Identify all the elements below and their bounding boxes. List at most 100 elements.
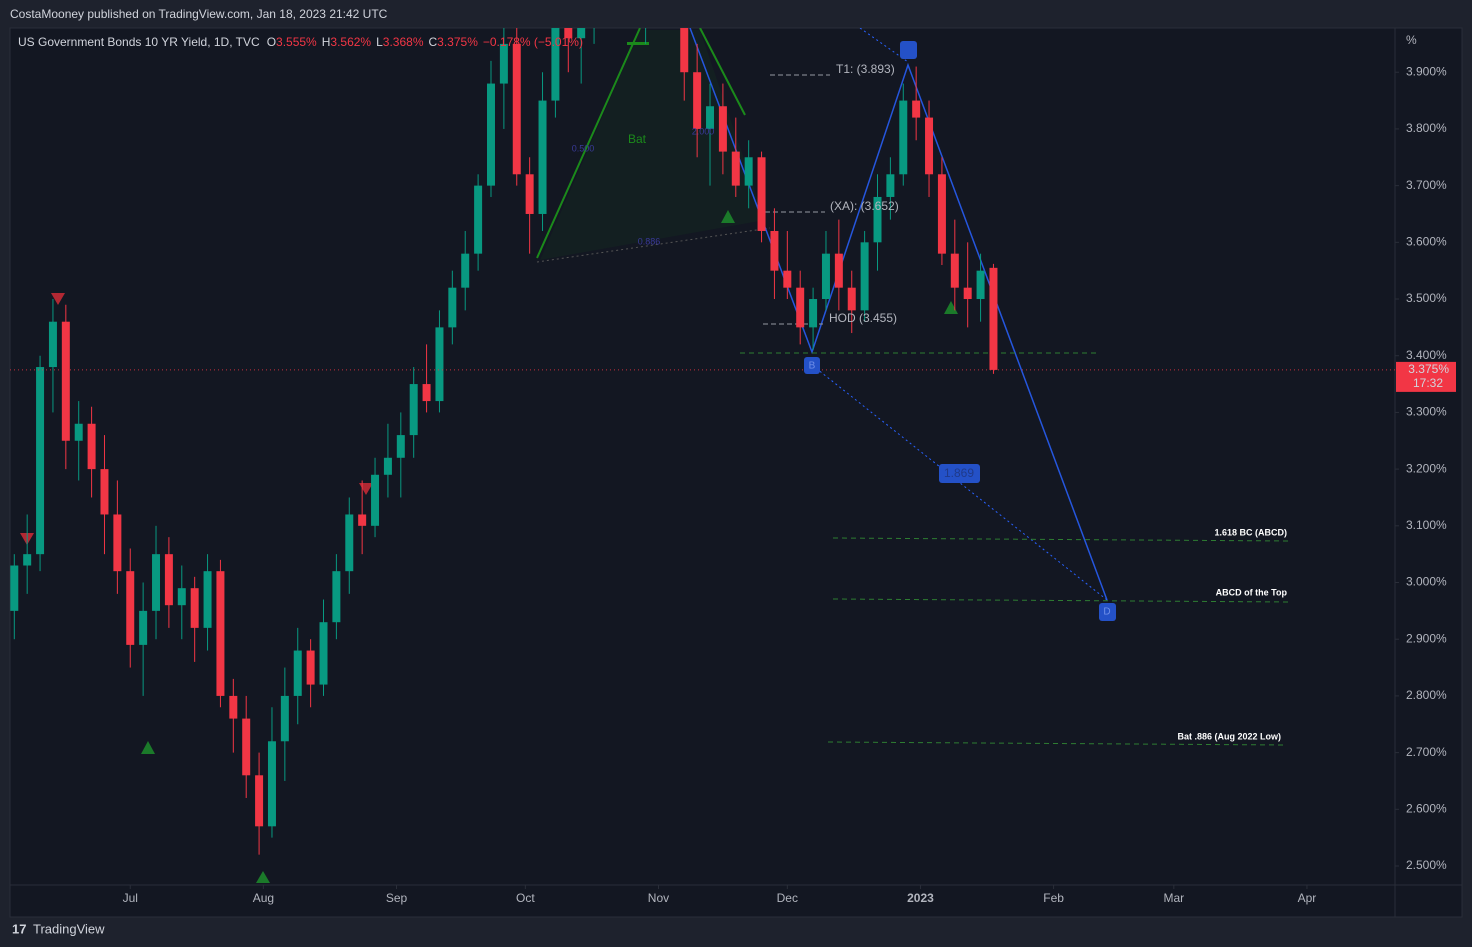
ohlc-value: 3.368% <box>383 35 424 49</box>
annotation: T1: (3.893) <box>836 62 895 76</box>
candle-body <box>860 242 869 311</box>
candle-body <box>989 267 998 370</box>
annotation: B <box>809 361 816 372</box>
candle-body <box>757 157 766 231</box>
candle-body <box>899 100 908 175</box>
annotation: HOD (3.455) <box>829 311 897 325</box>
candle-body <box>422 384 431 402</box>
candle-body <box>383 457 392 475</box>
point-badge <box>1099 603 1116 621</box>
candle-body <box>74 423 83 441</box>
x-tick-label: Mar <box>1163 891 1184 905</box>
x-tick-label: Nov <box>648 891 669 905</box>
annotation: Bat <box>628 132 647 146</box>
candle-body <box>139 610 148 645</box>
candle-body <box>538 100 547 214</box>
y-tick-label: 3.800% <box>1406 121 1447 135</box>
x-tick-label: Jul <box>123 891 138 905</box>
y-tick-label: 3.000% <box>1406 575 1447 589</box>
annotation: (XA): (3.652) <box>830 199 899 213</box>
x-tick-label: Sep <box>386 891 408 905</box>
annotations: T1: (3.893) (XA): (3.652) HOD (3.455) 1.… <box>572 41 1287 741</box>
y-tick-label: 3.500% <box>1406 291 1447 305</box>
candle-body <box>177 588 186 606</box>
footer: 17 TradingView <box>12 921 105 936</box>
last-price-label: 3.375% <box>1408 362 1449 376</box>
candle-body <box>358 514 367 526</box>
annotation: 1.618 BC (ABCD) <box>1214 527 1287 537</box>
candle-body <box>925 117 934 175</box>
candle-body <box>937 174 946 254</box>
candle-body <box>821 253 830 300</box>
brand: TradingView <box>33 921 105 936</box>
annotation: Bat .886 (Aug 2022 Low) <box>1177 731 1281 741</box>
countdown: 17:32 <box>1413 376 1443 390</box>
y-tick-label: 3.700% <box>1406 178 1447 192</box>
candle-body <box>396 435 405 458</box>
candle-body <box>280 695 289 742</box>
candle-body <box>963 287 972 300</box>
candle-body <box>126 571 135 645</box>
candle-body <box>744 157 753 186</box>
x-tick-label: 2023 <box>907 891 934 905</box>
ohlc-value: 3.375% <box>437 35 478 49</box>
candle-body <box>706 106 715 129</box>
candle-body <box>486 83 495 186</box>
candle-body <box>435 327 444 402</box>
x-tick-label: Dec <box>777 891 798 905</box>
publisher: CostaMooney published on TradingView.com… <box>10 7 388 21</box>
candle-body <box>718 106 727 152</box>
annotation: 0.886 <box>638 236 661 246</box>
candle-body <box>319 622 328 685</box>
candle-body <box>306 650 315 685</box>
y-tick-label: 3.300% <box>1406 405 1447 419</box>
candle-body <box>834 253 843 288</box>
buy-signal <box>256 871 270 883</box>
candle-body <box>783 270 792 288</box>
buy-signal <box>944 301 958 314</box>
candle-body <box>912 100 921 118</box>
level-line <box>832 537 1291 542</box>
candle-body <box>499 43 508 84</box>
candle-body <box>731 151 740 186</box>
level-line <box>827 741 1286 746</box>
candle-body <box>100 469 109 515</box>
x-tick-label: Oct <box>516 891 535 905</box>
y-tick-label: 2.600% <box>1406 801 1447 815</box>
candle-body <box>525 174 534 214</box>
bat-leg <box>699 28 746 116</box>
candle-body <box>976 270 985 300</box>
candle-body <box>680 28 689 73</box>
candle-body <box>152 554 161 611</box>
y-tick-label: 3.100% <box>1406 518 1447 532</box>
buy-signal <box>721 210 735 223</box>
candle-body <box>216 571 225 696</box>
candle-body <box>409 384 418 436</box>
symbol: US Government Bonds 10 YR Yield, 1D, TVC <box>18 35 260 49</box>
candle-body <box>770 230 779 271</box>
bat-ratio-line <box>536 227 771 263</box>
candle-body <box>164 554 173 606</box>
candle-body <box>886 174 895 197</box>
bat-leg <box>536 28 641 259</box>
point-badge <box>900 41 917 59</box>
candle-body <box>36 367 45 555</box>
candle-body <box>809 299 818 328</box>
ohlc-key: L <box>376 35 383 49</box>
x-tick-label: Feb <box>1043 891 1064 905</box>
annotation: 0.500 <box>572 143 595 153</box>
y-tick-label: 2.900% <box>1406 631 1447 645</box>
candle-body <box>564 28 573 39</box>
x-tick-label: Aug <box>253 891 274 905</box>
x-tick-label: Apr <box>1298 891 1317 905</box>
ohlc-key: H <box>322 35 331 49</box>
logo: 17 <box>12 921 26 936</box>
candle-body <box>345 514 354 572</box>
candle-body <box>23 554 32 566</box>
bat-marker <box>627 42 649 45</box>
ohlc-value: 3.562% <box>330 35 371 49</box>
candle-body <box>229 695 238 719</box>
y-tick-label: 3.200% <box>1406 461 1447 475</box>
